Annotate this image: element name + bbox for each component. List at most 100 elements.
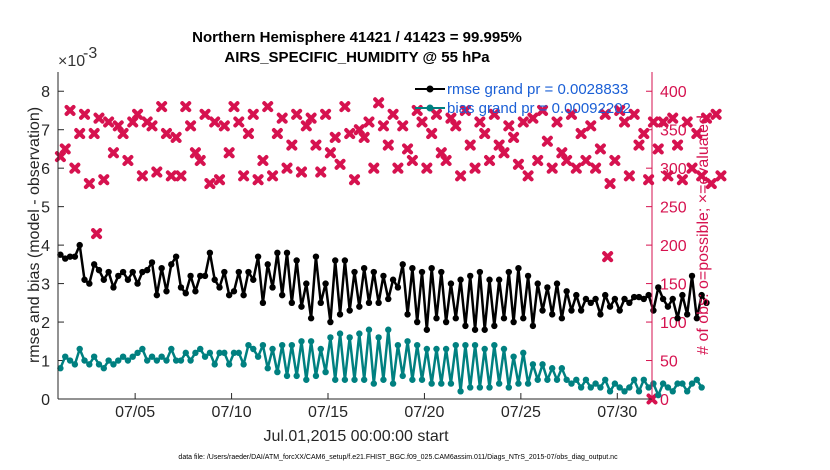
rmse-point [216,284,223,291]
rmse-point [679,291,686,299]
rmse-point [635,293,643,301]
obs-evaluated-marker [151,166,163,178]
obs-evaluated-marker [377,120,389,132]
rmse-point [548,311,556,318]
obs-evaluated-marker [252,174,264,186]
rmse-point [418,268,426,276]
bias-point [134,349,141,357]
rmse-point [597,311,604,318]
obs-evaluated-marker [315,166,327,178]
obs-evaluated-stroke [189,147,201,159]
bias-point [225,361,233,368]
obs-evaluated-stroke [667,112,679,124]
bias-point [577,384,585,391]
rmse-point [163,288,170,295]
bias-point [312,372,320,380]
obs-evaluated-marker [271,128,283,140]
bias-point [153,357,161,364]
bias-point [418,376,426,383]
rmse-point [399,261,406,268]
obs-evaluated-marker [696,170,708,182]
rmse-point [230,288,238,295]
bias-point [322,368,329,376]
obs-possible-marker [91,228,103,240]
obs-evaluated-marker [88,128,100,140]
obs-evaluated-stroke [59,143,71,155]
rmse-point [356,303,363,310]
bias-point [645,384,652,391]
bias-point [457,388,464,395]
obs-evaluated-stroke [402,143,414,155]
obs-evaluated-stroke [430,108,442,120]
obs-evaluated-marker [238,170,250,182]
obs-evaluated-marker [305,112,317,124]
obs-possible-stroke [91,228,103,240]
obs-evaluated-marker [402,143,414,155]
obs-evaluated-marker [382,139,394,151]
bias-point [399,372,406,380]
legend-label-rmse: rmse grand pr = 0.0028833 [447,81,628,98]
rmse-point [428,265,435,272]
obs-evaluated-marker [189,147,201,159]
obs-evaluated-marker [527,112,539,124]
obs-evaluated-marker [662,170,674,182]
bias-point [332,376,339,383]
bias-point [428,380,435,387]
bias-point [264,365,271,372]
rmse-point [442,318,450,326]
bias-point [298,338,305,345]
bias-point [119,353,127,360]
bias-point [187,357,194,364]
chart-title-line1: Northern Hemisphere 41421 / 41423 = 99.9… [192,29,522,46]
obs-evaluated-marker [387,108,399,120]
bias-point [124,357,132,364]
bias-point [76,345,83,353]
bias-point [139,345,146,353]
rmse-point [341,257,349,264]
y-right-tick-label: 100 [660,315,687,332]
bias-point [683,388,691,395]
obs-evaluated-marker [517,116,529,128]
obs-evaluated-stroke [286,139,298,151]
rmse-point [462,322,469,330]
obs-evaluated-stroke [459,104,471,116]
rmse-point [192,288,199,295]
bias-point [168,345,175,353]
obs-evaluated-stroke [267,170,279,182]
obs-evaluated-stroke [440,154,452,166]
obs-evaluated-marker [214,174,226,186]
rmse-point [520,315,527,322]
bias-point [423,345,431,353]
obs-evaluated-stroke [247,108,259,120]
rmse-point [240,291,247,299]
data-file-footnote: data file: /Users/raeder/DAI/ATM_forcXX/… [178,454,618,461]
obs-evaluated-stroke [493,139,505,151]
obs-evaluated-marker [426,128,438,140]
bias-point [413,341,421,349]
obs-evaluated-stroke [262,101,274,113]
rmse-point [90,261,98,268]
obs-evaluated-marker [353,124,365,136]
rmse-point [197,272,204,280]
obs-evaluated-stroke [474,116,486,128]
obs-evaluated-stroke [257,154,269,166]
obs-evaluated-marker [349,174,361,186]
rmse-point [139,268,146,276]
rmse-point [481,326,488,333]
obs-evaluated-marker [421,162,433,174]
obs-evaluated-marker [69,162,81,174]
obs-evaluated-marker [397,120,409,132]
obs-evaluated-marker [710,108,722,120]
rmse-point [645,291,652,299]
rmse-point [105,268,112,276]
obs-evaluated-stroke [170,131,182,143]
obs-evaluated-stroke [532,154,544,166]
bias-point [630,376,638,383]
bias-point [606,388,614,395]
bias-point [216,349,223,357]
bias-point [351,376,358,383]
bias-point [515,380,522,387]
obs-evaluated-stroke [387,108,399,120]
obs-evaluated-marker [112,120,124,132]
y-left-tick-label: 8 [41,84,50,101]
